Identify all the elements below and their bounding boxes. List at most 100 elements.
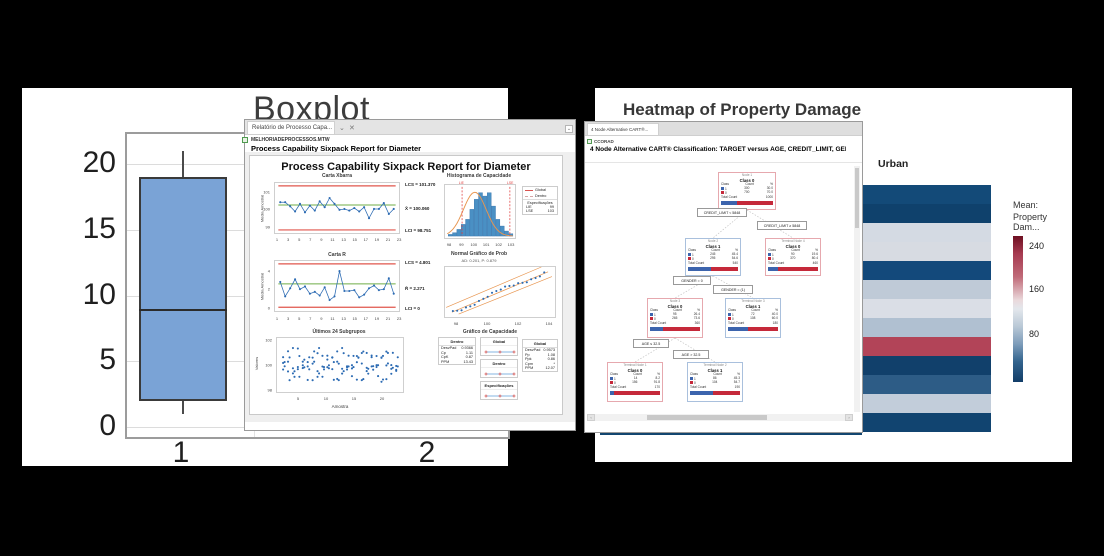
axis-tick-label: 15 xyxy=(352,316,357,321)
heatmap-cell xyxy=(863,185,991,204)
node-class: Class 0 xyxy=(739,177,755,183)
cart-window: 4 Node Alternative CART®... CCORAD 4 Nod… xyxy=(585,122,862,432)
legend-global: Global xyxy=(523,187,557,193)
axis-tick-label: 0 xyxy=(267,305,270,310)
node-class: Class 1 xyxy=(707,367,723,373)
node-class: Class 0 xyxy=(785,243,801,249)
chevron-down-icon[interactable]: ⌄ xyxy=(565,125,573,133)
axis-tick-label: 100 xyxy=(263,206,270,212)
legend-tick-label: 160 xyxy=(1029,284,1045,294)
node-table-header: Class Count% xyxy=(650,307,700,312)
vertical-scrollbar[interactable] xyxy=(854,166,860,412)
window-tab[interactable]: Relatório de Processo Capa... xyxy=(247,121,335,134)
worksheet-name[interactable]: MELHORIADEPROCESSOS.MTW xyxy=(242,137,330,143)
axis-tick-label: 19 xyxy=(374,237,380,242)
worksheet-name[interactable]: CCORAD xyxy=(587,139,614,144)
sixpack-graph-panel[interactable]: Process Capability Sixpack Report for Di… xyxy=(249,155,563,415)
heatmap-cell xyxy=(863,204,991,223)
y-axis-label: Média Amostral xyxy=(259,194,265,223)
window-tab[interactable]: 4 Node Alternative CART®... xyxy=(587,123,659,135)
probplot-title: Normal Gráfico de Prob xyxy=(450,251,508,257)
tree-node[interactable]: Terminal Node 2 Class 1 Class Count% 1 86 45.3… xyxy=(687,362,743,402)
limit-label: X̄ = 100.060 xyxy=(405,206,430,211)
axis-tick-label: 20 xyxy=(379,396,385,401)
close-icon[interactable]: ✕ xyxy=(349,125,355,132)
tree-node[interactable]: Node 3 Class 0 Class Count% 1 95 26.4 0 265 73.6 T… xyxy=(647,298,703,338)
node-table-row: 1 86 45.3 xyxy=(690,376,740,382)
axis-tick-label: 100 xyxy=(265,362,272,368)
node-id: Terminal Node 4 xyxy=(781,239,805,243)
axis-tick-label: 101 xyxy=(263,189,270,194)
limit-label: LCI = 0 xyxy=(405,306,420,311)
node-table-row: 1 14 8.2 xyxy=(610,376,660,382)
node-total: Total Count 360 xyxy=(650,321,700,326)
axis-tick-label: 7 xyxy=(309,237,312,242)
axis-tick-label: 98 xyxy=(453,321,459,326)
node-table-row: 1 72 40.0 xyxy=(728,312,778,318)
horizontal-scrollbar[interactable]: ‹ › xyxy=(587,414,853,421)
x-axis-label: Amostra xyxy=(331,404,349,409)
tree-node[interactable]: Terminal Node 4 Class 0 Class Count% 1 90 19.6… xyxy=(765,238,821,276)
axis-tick-label: 21 xyxy=(385,316,391,321)
axis-tick-label: 2 xyxy=(267,286,270,292)
scroll-right-arrow[interactable]: › xyxy=(845,414,853,421)
interval-plot: Especificações xyxy=(480,381,518,400)
axis-tick-label: 5 xyxy=(296,396,300,401)
class-distribution-bar xyxy=(650,327,700,332)
worksheet-icon xyxy=(587,139,592,144)
svg-text:LIE: LIE xyxy=(459,181,465,185)
legend-label: Property Dam... xyxy=(1013,212,1048,232)
axis-tick-label: 15 xyxy=(351,396,357,401)
node-table-row: 1 90 19.6 xyxy=(768,252,818,258)
node-table-row: 0 156 91.8 xyxy=(610,380,660,386)
axis-tick-label: 23 xyxy=(396,316,402,321)
axis-tick-label: 11 xyxy=(330,316,335,321)
node-table-row: 0 295 54.6 xyxy=(688,256,738,262)
node-table-row: 0 265 73.6 xyxy=(650,316,700,322)
limit-label: R̄ = 2.271 xyxy=(405,286,425,291)
spec-row: LIE 99 xyxy=(526,205,554,209)
axis-tick-label: 9 xyxy=(320,237,323,242)
node-id: Node 1 xyxy=(741,173,753,177)
scroll-left-arrow[interactable]: ‹ xyxy=(587,414,595,421)
tree-node[interactable]: Terminal Node 1 Class 0 Class Count% 1 14 8.2 0… xyxy=(607,362,663,402)
axis-tick-label: 100 xyxy=(470,242,478,247)
legend-tick-label: 240 xyxy=(1029,241,1045,251)
class-distribution-bar xyxy=(688,267,738,272)
legend-gradient-bar xyxy=(1013,236,1023,382)
whisker-lower xyxy=(182,400,184,414)
heatmap-column xyxy=(862,185,991,432)
collapse-icon[interactable]: ⌄ xyxy=(339,125,345,132)
node-table-row: 0 700 70.0 xyxy=(721,190,773,196)
axis-tick-label: 3 xyxy=(286,237,290,242)
x-axis-tick-label: 1 xyxy=(172,436,190,469)
y-axis-label: Valores xyxy=(254,356,260,371)
node-id: Terminal Node 3 xyxy=(741,299,765,303)
node-class: Class 0 xyxy=(667,303,683,309)
dashed-line-swatch xyxy=(525,195,533,197)
axis-tick-label: 19 xyxy=(374,316,380,321)
node-table-header: Class Count% xyxy=(768,247,818,252)
tree-node[interactable]: Terminal Node 3 Class 1 Class Count% 1 72 40.0… xyxy=(725,298,781,338)
class-distribution-bar xyxy=(768,267,818,272)
legend-tick-label: 80 xyxy=(1029,329,1040,339)
axis-tick-label: 5 xyxy=(298,316,301,321)
whisker-upper bp-whisk xyxy=(182,150,184,178)
axis-tick-label: 103 xyxy=(507,242,515,247)
split-rule-label: GENDER = 0 xyxy=(673,276,711,285)
worksheet-label: CCORAD xyxy=(594,139,614,144)
heatmap-hidden-column-sliver xyxy=(600,429,862,435)
stats-table: Dentro DesvPad 0.9366 Cp 1.11 CpK 0.87 PPM 13.43 xyxy=(438,337,476,366)
tree-node[interactable]: Node 2 Class 1 Class Count% 1 245 45.4 0 295 54.6… xyxy=(685,238,741,276)
window-tab-bar: 4 Node Alternative CART®... xyxy=(585,122,862,136)
node-table-row: 1 300 30.0 xyxy=(721,186,773,192)
limit-label: LCS = 101.370 xyxy=(405,182,436,187)
heatmap-cell xyxy=(863,299,991,318)
y-axis-tick-label: 15 xyxy=(82,211,116,245)
heatmap-cell xyxy=(863,318,991,337)
interval-plot: Dentro xyxy=(480,359,518,378)
limit-label: LCI = 98.751 xyxy=(405,228,432,233)
tree-node[interactable]: Node 1 Class 0 Class Count% 1 300 30.0 0 700 70.0… xyxy=(718,172,776,210)
node-total: Total Count 170 xyxy=(610,385,660,390)
heatmap-cell xyxy=(863,394,991,413)
